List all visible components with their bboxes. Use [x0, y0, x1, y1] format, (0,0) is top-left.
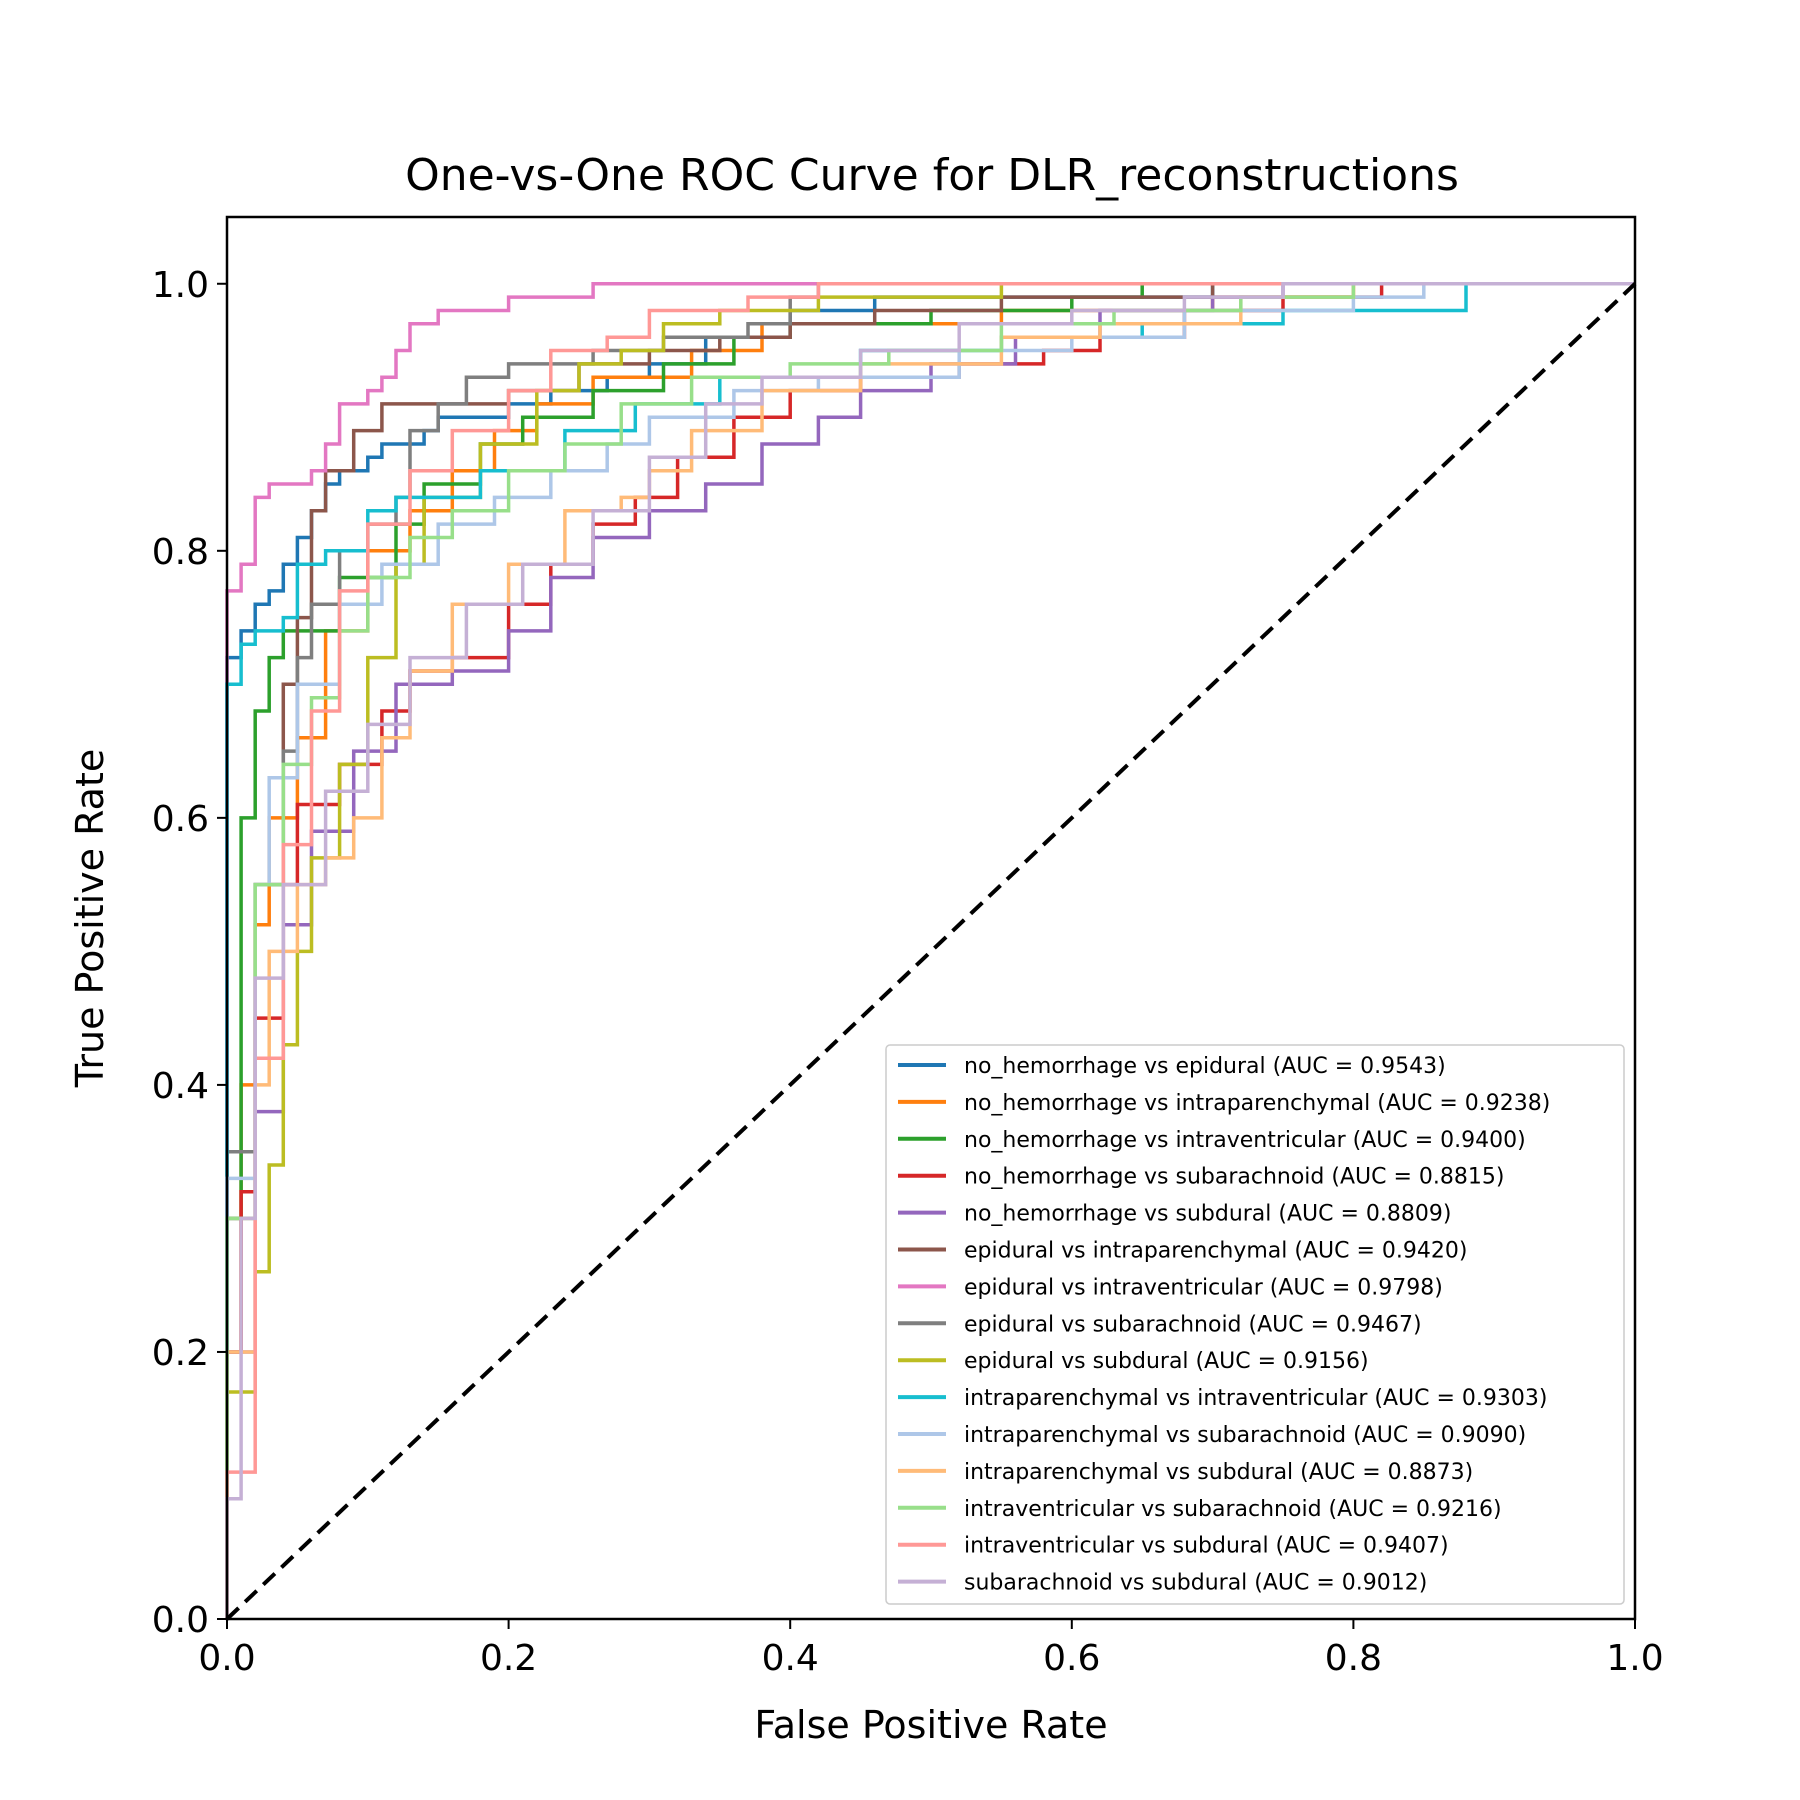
axis-ticks: 0.0 0.2 0.4 0.6 0.8 1.0 0.0 0.2 0.4 0.6 0.8 1.0 [152, 265, 1664, 1679]
legend-entry-label: intraventricular vs subdural (AUC = 0.94… [964, 1534, 1449, 1559]
legend-entry-label: intraparenchymal vs subdural (AUC = 0.88… [964, 1460, 1473, 1485]
x-tick-label: 0.8 [1325, 1638, 1382, 1679]
roc-curve-series-7 [225, 282, 1635, 1619]
y-tick-label: 0.8 [152, 532, 209, 573]
legend-entry-label: no_hemorrhage vs intraventricular (AUC =… [964, 1128, 1526, 1153]
x-tick-label: 0.0 [198, 1638, 255, 1679]
x-tick-label: 0.2 [480, 1638, 537, 1679]
legend-entry-label: no_hemorrhage vs subarachnoid (AUC = 0.8… [964, 1165, 1504, 1190]
legend-entry-label: no_hemorrhage vs subdural (AUC = 0.8809) [964, 1202, 1451, 1227]
legend-entry-label: no_hemorrhage vs intraparenchymal (AUC =… [964, 1091, 1550, 1116]
x-axis-label: False Positive Rate [754, 1703, 1107, 1747]
y-tick-label: 0.4 [152, 1066, 209, 1107]
roc-curve-series-8 [225, 282, 1635, 1619]
legend-entry-label: epidural vs intraventricular (AUC = 0.97… [964, 1275, 1443, 1300]
legend: no_hemorrhage vs epidural (AUC = 0.9543)… [885, 1044, 1625, 1605]
legend-box [885, 1044, 1625, 1605]
legend-entry-label: intraparenchymal vs subarachnoid (AUC = … [964, 1423, 1526, 1448]
plot-area [225, 282, 1637, 1621]
y-tick-label: 0.6 [152, 799, 209, 840]
legend-entry-label: intraventricular vs subarachnoid (AUC = … [964, 1497, 1502, 1522]
legend-entry-label: epidural vs intraparenchymal (AUC = 0.94… [964, 1239, 1467, 1264]
chart-title: One-vs-One ROC Curve for DLR_reconstruct… [405, 150, 1459, 201]
y-axis-label: True Positive Rate [68, 749, 112, 1089]
axes-frame [225, 215, 1637, 1621]
roc-curve-series-15 [225, 282, 1635, 1619]
roc-curve-series-11 [225, 282, 1635, 1619]
x-tick-label: 0.4 [762, 1638, 819, 1679]
legend-entry-label: subarachnoid vs subdural (AUC = 0.9012) [964, 1571, 1427, 1596]
legend-entry-label: epidural vs subdural (AUC = 0.9156) [964, 1349, 1369, 1374]
legend-entry-label: no_hemorrhage vs epidural (AUC = 0.9543) [964, 1054, 1446, 1079]
y-tick-label: 1.0 [152, 265, 209, 306]
y-tick-label: 0.2 [152, 1333, 209, 1374]
x-tick-label: 0.6 [1043, 1638, 1100, 1679]
legend-entry-label: intraparenchymal vs intraventricular (AU… [964, 1386, 1547, 1411]
y-tick-label: 0.0 [152, 1600, 209, 1641]
legend-entry-label: epidural vs subarachnoid (AUC = 0.9467) [964, 1312, 1422, 1337]
x-tick-label: 1.0 [1606, 1638, 1663, 1679]
